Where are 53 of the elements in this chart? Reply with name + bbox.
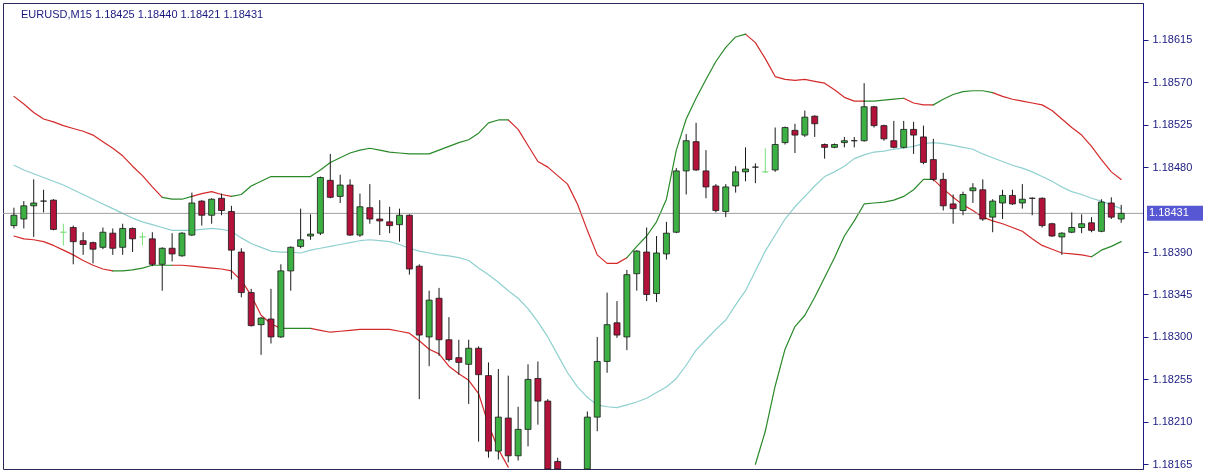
candlestick — [811, 114, 819, 138]
candlestick — [890, 120, 898, 149]
candlestick — [900, 120, 908, 149]
candlestick — [929, 138, 937, 182]
candlestick — [208, 197, 216, 225]
candlestick — [534, 360, 542, 426]
candlestick — [742, 146, 749, 182]
candlestick — [801, 110, 809, 138]
candlestick — [791, 123, 799, 154]
candlestick — [198, 199, 206, 227]
y-tick-label: 1.18210 — [1152, 415, 1193, 428]
candlestick — [287, 245, 295, 292]
candlestick — [307, 213, 314, 241]
candlestick — [663, 221, 670, 261]
candlestick — [613, 300, 621, 339]
chart-title: EURUSD,M15 1.18425 1.18440 1.18421 1.18431 — [21, 8, 264, 20]
y-tick-label: 1.18525 — [1152, 118, 1193, 131]
candlestick — [297, 208, 305, 249]
candlestick — [1018, 183, 1026, 210]
candlestick — [1107, 196, 1115, 220]
candlestick — [761, 147, 769, 174]
candlestick — [969, 182, 977, 204]
y-tick-label: 1.18390 — [1152, 245, 1193, 258]
y-tick-label: 1.18345 — [1152, 287, 1193, 300]
candlestick — [732, 165, 740, 194]
y-tick-label: 1.18300 — [1152, 330, 1193, 343]
candlestick — [168, 232, 176, 262]
candlestick — [376, 199, 384, 236]
candlestick — [129, 227, 136, 253]
candlestick — [178, 231, 186, 258]
candlestick — [158, 246, 166, 292]
candlestick — [752, 162, 759, 184]
candlestick — [10, 207, 18, 229]
y-tick-label: 1.18570 — [1152, 75, 1193, 88]
candlestick — [633, 249, 641, 292]
candlestick — [702, 149, 710, 199]
y-tick-label: 1.18255 — [1152, 372, 1193, 385]
y-tick-label: 1.18615 — [1152, 33, 1193, 46]
candlestick — [1058, 231, 1066, 256]
candlestick — [949, 193, 957, 225]
candlestick — [1078, 213, 1086, 234]
y-tick-label: 1.18165 — [1152, 457, 1193, 470]
candlestick — [999, 189, 1006, 220]
candlestick — [396, 208, 403, 243]
candlestick — [386, 206, 394, 234]
ref-line-label: 1.18431 — [1149, 206, 1189, 219]
y-tick-label: 1.18480 — [1152, 160, 1193, 173]
candlestick — [989, 198, 997, 233]
candlestick — [910, 121, 917, 155]
candlestick — [218, 193, 225, 216]
candlestick — [20, 200, 28, 229]
candlestick — [959, 191, 967, 216]
candlestick — [119, 223, 127, 256]
